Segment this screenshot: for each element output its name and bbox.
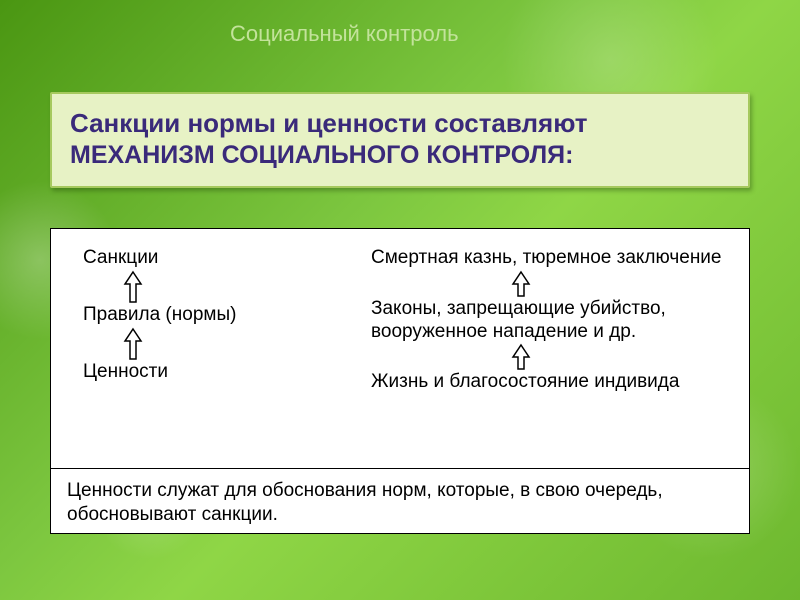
- diagram-right-column: Смертная казнь, тюремное заключение Зако…: [371, 247, 731, 457]
- arrow-up-icon: [511, 343, 731, 371]
- node-rules: Правила (нормы): [83, 304, 333, 327]
- node-right-top: Смертная казнь, тюремное заключение: [371, 247, 731, 270]
- node-right-bottom: Жизнь и благосостояние индивида: [371, 371, 731, 394]
- arrow-up-icon: [123, 270, 333, 304]
- diagram-left-column: Санкции Правила (нормы) Ценности: [83, 247, 333, 457]
- arrow-up-icon: [511, 270, 731, 298]
- title-box: Санкции нормы и ценности составляют МЕХА…: [50, 92, 750, 188]
- diagram-upper: Санкции Правила (нормы) Ценности Смертна…: [51, 229, 749, 469]
- node-sanctions: Санкции: [83, 247, 333, 270]
- node-right-mid: Законы, запрещающие убийство, вооруженно…: [371, 298, 731, 344]
- diagram-footer: Ценности служат для обоснования норм, ко…: [51, 469, 749, 534]
- title-line-2: МЕХАНИЗМ СОЦИАЛЬНОГО КОНТРОЛЯ:: [70, 141, 730, 170]
- node-values: Ценности: [83, 361, 333, 384]
- diagram-container: Санкции Правила (нормы) Ценности Смертна…: [50, 228, 750, 534]
- footer-text: Ценности служат для обоснования норм, ко…: [67, 479, 733, 527]
- title-line-1: Санкции нормы и ценности составляют: [70, 108, 730, 139]
- arrow-up-icon: [123, 327, 333, 361]
- slide-subtitle: Социальный контроль: [230, 20, 459, 49]
